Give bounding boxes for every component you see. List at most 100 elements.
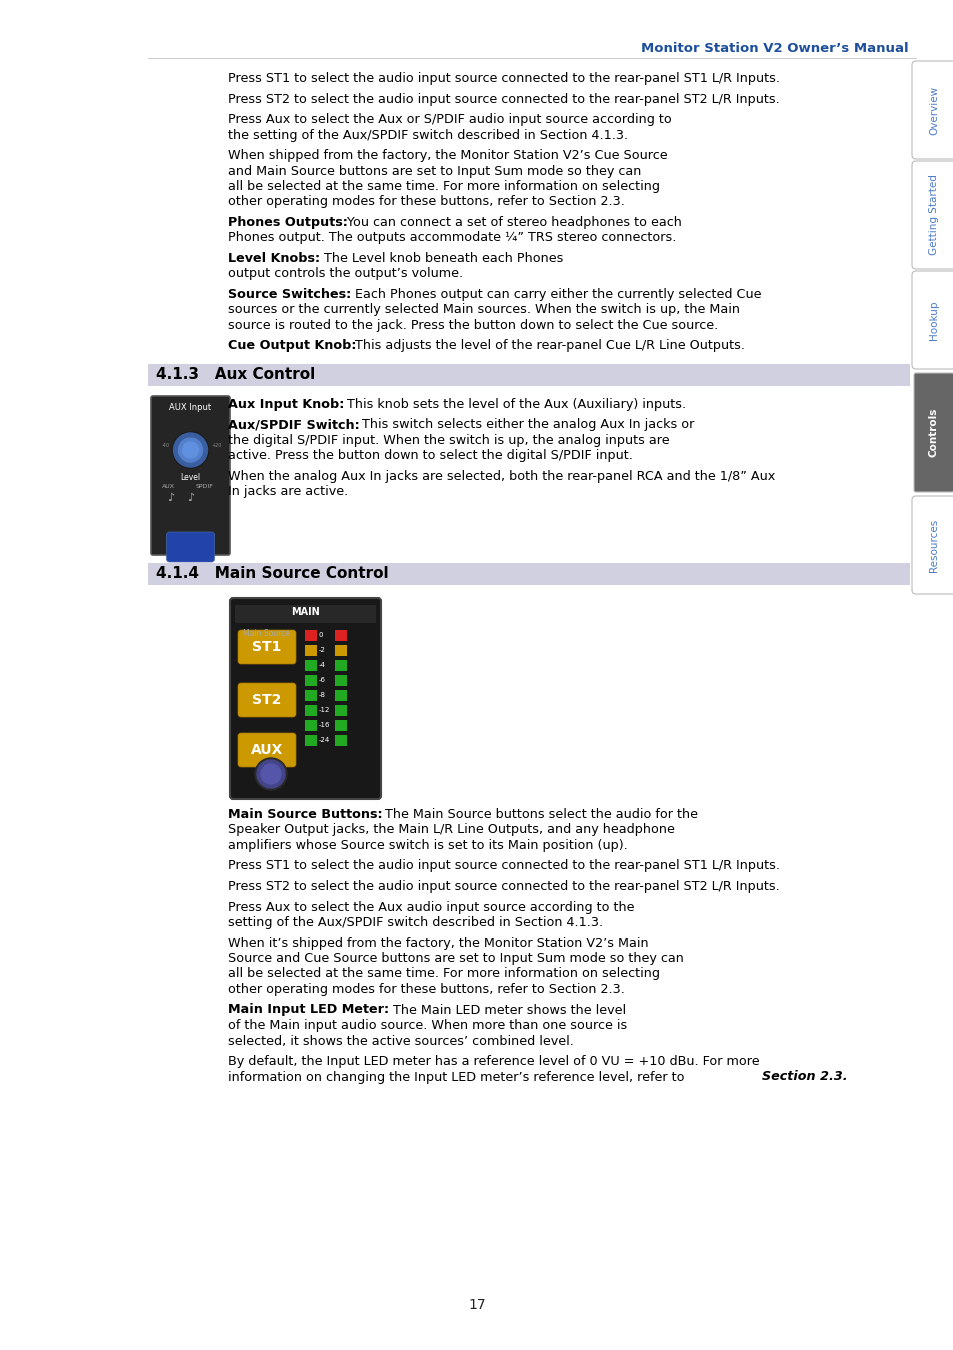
Bar (305, 720, 316, 730)
Text: -24: -24 (318, 737, 330, 742)
Text: ♪: ♪ (187, 493, 194, 504)
FancyBboxPatch shape (167, 532, 214, 562)
Text: ST2: ST2 (252, 693, 281, 707)
Text: Section 2.3.: Section 2.3. (760, 1071, 846, 1084)
Text: Source and Cue Source buttons are set to Input Sum mode so they can: Source and Cue Source buttons are set to… (228, 952, 683, 965)
Bar (305, 734, 316, 747)
Text: You can connect a set of stereo headphones to each: You can connect a set of stereo headphon… (343, 216, 681, 230)
Bar (335, 705, 347, 716)
Bar (335, 690, 347, 701)
Bar (335, 630, 347, 641)
Text: 4.1.4   Main Source Control: 4.1.4 Main Source Control (156, 566, 388, 580)
Text: Controls: Controls (928, 408, 938, 458)
FancyBboxPatch shape (911, 495, 953, 594)
Text: the digital S/PDIF input. When the switch is up, the analog inputs are: the digital S/PDIF input. When the switc… (228, 433, 669, 447)
Bar (335, 675, 347, 686)
Text: Level: Level (180, 472, 200, 482)
Text: active. Press the button down to select the digital S/PDIF input.: active. Press the button down to select … (228, 450, 632, 463)
Text: ST1: ST1 (252, 640, 281, 653)
Text: Main Source: Main Source (243, 629, 290, 639)
Bar (305, 690, 316, 701)
Text: Phones Outputs:: Phones Outputs: (228, 216, 348, 230)
Text: Level Knobs:: Level Knobs: (228, 252, 320, 265)
FancyBboxPatch shape (911, 61, 953, 159)
FancyBboxPatch shape (230, 598, 380, 799)
Text: amplifiers whose Source switch is set to its Main position (up).: amplifiers whose Source switch is set to… (228, 838, 627, 852)
Text: AUX: AUX (251, 743, 283, 757)
Text: MAIN: MAIN (291, 608, 319, 617)
Text: Cue Output Knob:: Cue Output Knob: (228, 339, 356, 352)
Bar (148, 563, 909, 585)
Text: other operating modes for these buttons, refer to Section 2.3.: other operating modes for these buttons,… (228, 983, 624, 996)
Circle shape (256, 760, 285, 788)
FancyBboxPatch shape (151, 396, 230, 555)
Text: This knob sets the level of the Aux (Auxiliary) inputs.: This knob sets the level of the Aux (Aux… (343, 398, 685, 410)
Text: information on changing the Input LED meter’s reference level, refer to: information on changing the Input LED me… (228, 1071, 688, 1084)
Text: -40: -40 (161, 444, 170, 448)
FancyBboxPatch shape (237, 733, 295, 767)
Bar (305, 675, 316, 686)
Text: Press Aux to select the Aux or S/PDIF audio input source according to: Press Aux to select the Aux or S/PDIF au… (228, 113, 671, 126)
Text: In jacks are active.: In jacks are active. (228, 486, 348, 498)
Text: This adjusts the level of the rear-panel Cue L/R Line Outputs.: This adjusts the level of the rear-panel… (351, 339, 744, 352)
Text: By default, the Input LED meter has a reference level of 0 VU = +10 dBu. For mor: By default, the Input LED meter has a re… (228, 1054, 759, 1068)
Text: Resources: Resources (928, 518, 938, 571)
Circle shape (178, 437, 202, 462)
Bar (335, 660, 347, 671)
FancyBboxPatch shape (913, 373, 953, 491)
Text: Press Aux to select the Aux audio input source according to the: Press Aux to select the Aux audio input … (228, 900, 634, 914)
Text: -4: -4 (318, 662, 326, 668)
Text: 0: 0 (318, 632, 323, 639)
Text: Main Input LED Meter:: Main Input LED Meter: (228, 1003, 389, 1017)
Text: The Level knob beneath each Phones: The Level knob beneath each Phones (319, 252, 563, 265)
Text: SPDIF: SPDIF (196, 485, 213, 489)
Text: all be selected at the same time. For more information on selecting: all be selected at the same time. For mo… (228, 968, 659, 980)
Text: all be selected at the same time. For more information on selecting: all be selected at the same time. For mo… (228, 180, 659, 193)
Text: Main Source Buttons:: Main Source Buttons: (228, 809, 382, 821)
Text: other operating modes for these buttons, refer to Section 2.3.: other operating modes for these buttons,… (228, 196, 624, 208)
Bar (305, 645, 316, 656)
Text: Each Phones output can carry either the currently selected Cue: Each Phones output can carry either the … (351, 288, 760, 301)
FancyBboxPatch shape (911, 161, 953, 269)
Bar (305, 705, 316, 716)
Text: Phones output. The outputs accommodate ¼” TRS stereo connectors.: Phones output. The outputs accommodate ¼… (228, 231, 676, 244)
Bar (335, 645, 347, 656)
Circle shape (172, 432, 209, 468)
Bar (305, 630, 316, 641)
Text: -2: -2 (318, 647, 326, 653)
Text: The Main Source buttons select the audio for the: The Main Source buttons select the audio… (381, 809, 698, 821)
Text: Speaker Output jacks, the Main L/R Line Outputs, and any headphone: Speaker Output jacks, the Main L/R Line … (228, 824, 674, 837)
Bar (335, 734, 347, 747)
FancyBboxPatch shape (911, 271, 953, 369)
Text: sources or the currently selected Main sources. When the switch is up, the Main: sources or the currently selected Main s… (228, 304, 740, 316)
Text: Source Switches:: Source Switches: (228, 288, 351, 301)
Text: 17: 17 (468, 1297, 485, 1312)
Text: and Main Source buttons are set to Input Sum mode so they can: and Main Source buttons are set to Input… (228, 165, 640, 177)
FancyBboxPatch shape (237, 683, 295, 717)
Circle shape (261, 764, 281, 784)
Text: Press ST2 to select the audio input source connected to the rear-panel ST2 L/R I: Press ST2 to select the audio input sour… (228, 880, 779, 892)
Text: -12: -12 (318, 707, 330, 713)
Bar (148, 364, 909, 386)
Text: Aux Input Knob:: Aux Input Knob: (228, 398, 344, 410)
Text: AUX Input: AUX Input (170, 404, 212, 412)
Text: Press ST2 to select the audio input source connected to the rear-panel ST2 L/R I: Press ST2 to select the audio input sour… (228, 93, 779, 105)
Text: When it’s shipped from the factory, the Monitor Station V2’s Main: When it’s shipped from the factory, the … (228, 937, 648, 949)
Circle shape (182, 441, 198, 458)
Text: When the analog Aux In jacks are selected, both the rear-panel RCA and the 1/8” : When the analog Aux In jacks are selecte… (228, 470, 775, 483)
Text: 4.1.3   Aux Control: 4.1.3 Aux Control (156, 367, 314, 382)
Text: Press ST1 to select the audio input source connected to the rear-panel ST1 L/R I: Press ST1 to select the audio input sour… (228, 72, 780, 85)
Text: Overview: Overview (928, 85, 938, 135)
Text: -6: -6 (318, 676, 326, 683)
Text: +20: +20 (212, 444, 222, 448)
Text: output controls the output’s volume.: output controls the output’s volume. (228, 267, 462, 281)
Text: This switch selects either the analog Aux In jacks or: This switch selects either the analog Au… (358, 418, 694, 432)
Text: The Main LED meter shows the level: The Main LED meter shows the level (389, 1003, 625, 1017)
Text: of the Main input audio source. When more than one source is: of the Main input audio source. When mor… (228, 1019, 626, 1031)
Text: Getting Started: Getting Started (928, 174, 938, 255)
Text: Aux/SPDIF Switch:: Aux/SPDIF Switch: (228, 418, 359, 432)
Text: When shipped from the factory, the Monitor Station V2’s Cue Source: When shipped from the factory, the Monit… (228, 148, 667, 162)
Circle shape (254, 757, 287, 790)
Text: Monitor Station V2 Owner’s Manual: Monitor Station V2 Owner’s Manual (640, 42, 908, 55)
Text: -8: -8 (318, 693, 326, 698)
